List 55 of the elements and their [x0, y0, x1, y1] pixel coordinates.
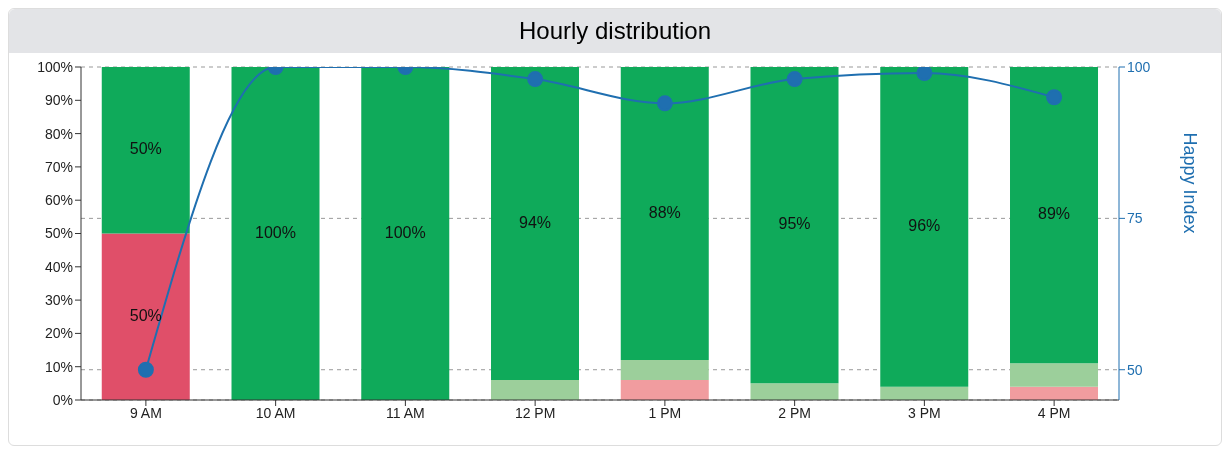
- point: [1046, 89, 1063, 106]
- bar: [101, 233, 190, 400]
- data-label: 100%: [255, 223, 296, 241]
- point: [527, 71, 544, 88]
- bar: [1010, 67, 1099, 364]
- y2-tick-label: 50: [1127, 361, 1143, 378]
- bar: [620, 67, 709, 361]
- y-tick-label: 80%: [44, 125, 73, 142]
- bar: [620, 380, 709, 400]
- x-tick-label: 9 AM: [129, 404, 162, 421]
- bar: [231, 67, 320, 400]
- y-tick-label: 90%: [44, 92, 73, 109]
- data-label: 88%: [648, 203, 681, 221]
- bar: [750, 383, 839, 400]
- y2-tick-label: 100: [1127, 58, 1151, 75]
- x-tick-label: 4 PM: [1037, 404, 1071, 421]
- data-label: 94%: [518, 213, 552, 231]
- data-label: 96%: [908, 217, 941, 235]
- y-tick-label: 40%: [44, 258, 73, 275]
- y-tick-label: 30%: [44, 292, 73, 309]
- bar: [1010, 363, 1099, 387]
- y2-tick-label: 75: [1127, 210, 1143, 227]
- bar: [491, 380, 580, 400]
- y-tick-label: 70%: [44, 158, 73, 175]
- bar: [750, 67, 839, 384]
- x-tick-label: 11 AM: [386, 404, 425, 421]
- x-tick-label: 3 PM: [908, 404, 941, 421]
- bar: [880, 67, 969, 387]
- bar: [880, 386, 969, 400]
- data-label: 95%: [778, 215, 811, 233]
- y-tick-label: 0%: [52, 391, 73, 408]
- bar: [491, 67, 580, 381]
- point: [137, 361, 154, 378]
- chart-title: Hourly distribution: [9, 9, 1221, 53]
- bar: [361, 67, 450, 400]
- bar: [1010, 386, 1099, 400]
- bar: [620, 360, 709, 381]
- x-tick-label: 12 PM: [514, 404, 556, 421]
- point: [916, 67, 933, 82]
- y-tick-label: 10%: [44, 358, 73, 375]
- data-label: 50%: [129, 140, 162, 158]
- data-label: 50%: [129, 306, 162, 324]
- data-label: 100%: [384, 223, 426, 241]
- y-tick-label: 20%: [44, 325, 73, 342]
- data-label: 89%: [1037, 205, 1071, 223]
- y-tick-label: 100%: [37, 58, 73, 75]
- x-tick-label: 2 PM: [778, 404, 811, 421]
- y-tick-label: 60%: [44, 192, 73, 209]
- y2-axis-title: Happy Index: [1179, 132, 1200, 234]
- x-tick-label: 10 AM: [255, 404, 296, 421]
- point: [656, 95, 673, 112]
- x-tick-label: 1 PM: [648, 404, 682, 421]
- point: [786, 71, 803, 88]
- bar: [101, 67, 190, 234]
- y-tick-label: 50%: [44, 225, 73, 242]
